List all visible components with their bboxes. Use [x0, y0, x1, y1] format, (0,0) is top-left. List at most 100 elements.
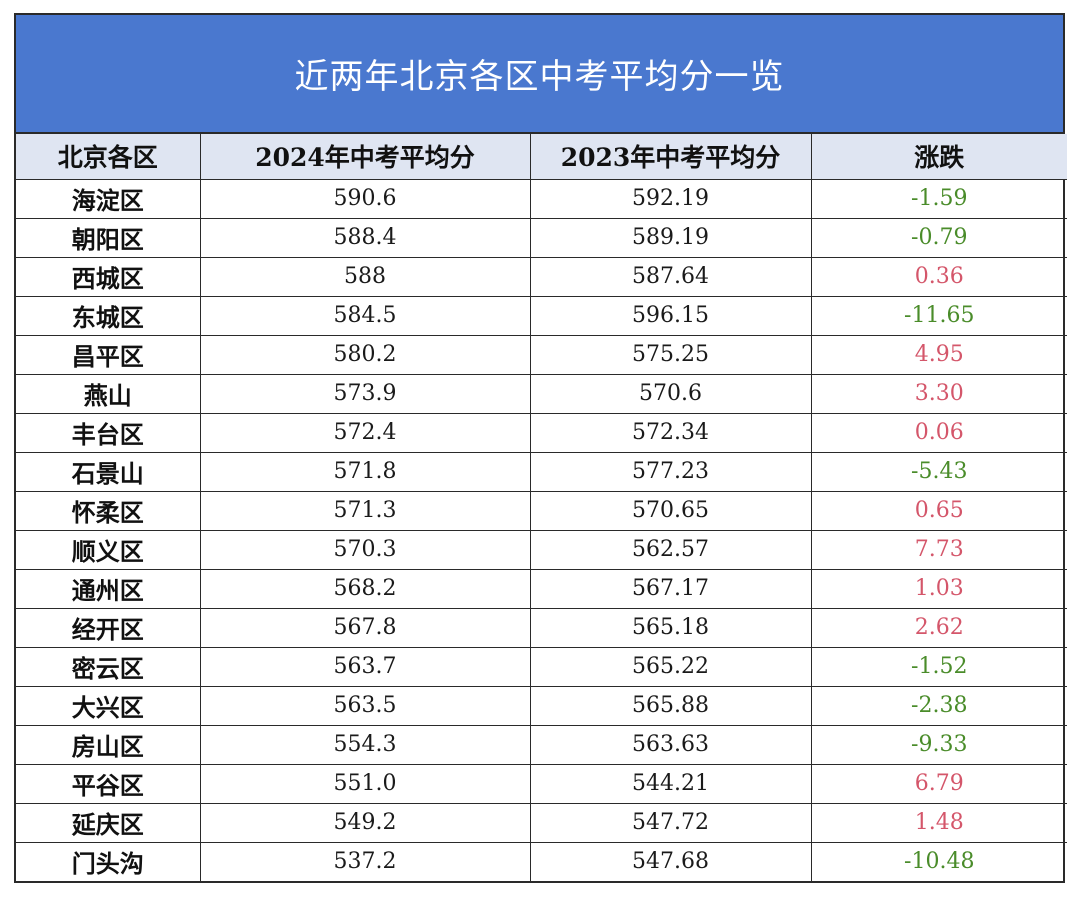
header-row: 北京各区 2024年中考平均分 2023年中考平均分 涨跌	[16, 134, 1067, 180]
title-banner: 近两年北京各区中考平均分一览	[16, 15, 1063, 134]
header-district: 北京各区	[16, 134, 201, 180]
district-cell: 西城区	[16, 256, 201, 297]
district-cell: 顺义区	[16, 529, 201, 570]
score-2023-cell: 567.17	[529, 568, 812, 609]
change-cell: 0.36	[810, 256, 1067, 297]
change-cell: -2.38	[810, 685, 1067, 726]
table-title: 近两年北京各区中考平均分一览	[294, 57, 785, 97]
district-cell: 平谷区	[16, 763, 201, 804]
change-cell: 0.06	[810, 412, 1067, 453]
district-cell: 经开区	[16, 607, 201, 648]
change-cell: 3.30	[810, 373, 1067, 414]
score-2024-cell: 554.3	[199, 724, 531, 765]
district-cell: 石景山	[16, 451, 201, 492]
header-score-2023: 2023年中考平均分	[529, 134, 812, 180]
district-cell: 房山区	[16, 724, 201, 765]
table-row: 房山区 554.3 563.63 -9.33	[16, 724, 1067, 765]
change-cell: 4.95	[810, 334, 1067, 375]
header-score-2024: 2024年中考平均分	[199, 134, 531, 180]
score-2023-cell: 596.15	[529, 295, 812, 336]
score-table: 北京各区 2024年中考平均分 2023年中考平均分 涨跌 海淀区 590.6 59…	[16, 134, 1067, 881]
table-row: 大兴区 563.5 565.88 -2.38	[16, 685, 1067, 726]
table-row: 海淀区 590.6 592.19 -1.59	[16, 178, 1067, 219]
change-cell: 1.48	[810, 802, 1067, 843]
district-cell: 密云区	[16, 646, 201, 687]
change-cell: -10.48	[810, 841, 1067, 881]
score-2024-cell: 563.5	[199, 685, 531, 726]
score-2024-cell: 590.6	[199, 178, 531, 219]
district-cell: 怀柔区	[16, 490, 201, 531]
district-cell: 大兴区	[16, 685, 201, 726]
score-2023-cell: 572.34	[529, 412, 812, 453]
score-2024-cell: 568.2	[199, 568, 531, 609]
score-2023-cell: 565.18	[529, 607, 812, 648]
district-cell: 门头沟	[16, 841, 201, 881]
score-2024-cell: 580.2	[199, 334, 531, 375]
score-2024-cell: 588	[199, 256, 531, 297]
district-cell: 朝阳区	[16, 217, 201, 258]
table-row: 石景山 571.8 577.23 -5.43	[16, 451, 1067, 492]
score-2023-cell: 587.64	[529, 256, 812, 297]
table-row: 延庆区 549.2 547.72 1.48	[16, 802, 1067, 843]
score-2024-cell: 572.4	[199, 412, 531, 453]
district-cell: 燕山	[16, 373, 201, 414]
district-cell: 海淀区	[16, 178, 201, 219]
score-2024-cell: 584.5	[199, 295, 531, 336]
district-cell: 延庆区	[16, 802, 201, 843]
table-body: 海淀区 590.6 592.19 -1.59 朝阳区 588.4 589.19 -0.79 西城…	[16, 178, 1067, 881]
change-cell: 1.03	[810, 568, 1067, 609]
table-row: 通州区 568.2 567.17 1.03	[16, 568, 1067, 609]
table-row: 燕山 573.9 570.6 3.30	[16, 373, 1067, 414]
change-cell: 7.73	[810, 529, 1067, 570]
change-cell: -0.79	[810, 217, 1067, 258]
score-2024-cell: 570.3	[199, 529, 531, 570]
score-2023-cell: 563.63	[529, 724, 812, 765]
score-2023-cell: 570.6	[529, 373, 812, 414]
table-row: 门头沟 537.2 547.68 -10.48	[16, 841, 1067, 881]
score-table-container: 近两年北京各区中考平均分一览 北京各区 2024年中考平均分 2023年中考平均…	[14, 13, 1067, 883]
score-2023-cell: 544.21	[529, 763, 812, 804]
score-2024-cell: 563.7	[199, 646, 531, 687]
score-2023-cell: 547.68	[529, 841, 812, 881]
change-cell: -1.59	[810, 178, 1067, 219]
table-row: 丰台区 572.4 572.34 0.06	[16, 412, 1067, 453]
table-row: 朝阳区 588.4 589.19 -0.79	[16, 217, 1067, 258]
score-2023-cell: 565.88	[529, 685, 812, 726]
table-row: 顺义区 570.3 562.57 7.73	[16, 529, 1067, 570]
score-2024-cell: 571.3	[199, 490, 531, 531]
table-row: 密云区 563.7 565.22 -1.52	[16, 646, 1067, 687]
table-row: 平谷区 551.0 544.21 6.79	[16, 763, 1067, 804]
change-cell: 0.65	[810, 490, 1067, 531]
table-row: 西城区 588 587.64 0.36	[16, 256, 1067, 297]
score-2023-cell: 575.25	[529, 334, 812, 375]
table-row: 经开区 567.8 565.18 2.62	[16, 607, 1067, 648]
score-2023-cell: 570.65	[529, 490, 812, 531]
table-row: 东城区 584.5 596.15 -11.65	[16, 295, 1067, 336]
district-cell: 东城区	[16, 295, 201, 336]
table-row: 怀柔区 571.3 570.65 0.65	[16, 490, 1067, 531]
score-2024-cell: 573.9	[199, 373, 531, 414]
score-2023-cell: 565.22	[529, 646, 812, 687]
change-cell: -1.52	[810, 646, 1067, 687]
score-2023-cell: 589.19	[529, 217, 812, 258]
table-row: 昌平区 580.2 575.25 4.95	[16, 334, 1067, 375]
change-cell: 6.79	[810, 763, 1067, 804]
header-change: 涨跌	[810, 134, 1067, 180]
score-2023-cell: 547.72	[529, 802, 812, 843]
score-2023-cell: 577.23	[529, 451, 812, 492]
district-cell: 通州区	[16, 568, 201, 609]
score-2024-cell: 549.2	[199, 802, 531, 843]
score-2024-cell: 588.4	[199, 217, 531, 258]
score-2023-cell: 562.57	[529, 529, 812, 570]
change-cell: 2.62	[810, 607, 1067, 648]
change-cell: -11.65	[810, 295, 1067, 336]
score-2024-cell: 571.8	[199, 451, 531, 492]
score-2024-cell: 567.8	[199, 607, 531, 648]
score-2024-cell: 551.0	[199, 763, 531, 804]
district-cell: 丰台区	[16, 412, 201, 453]
change-cell: -5.43	[810, 451, 1067, 492]
district-cell: 昌平区	[16, 334, 201, 375]
change-cell: -9.33	[810, 724, 1067, 765]
score-2024-cell: 537.2	[199, 841, 531, 881]
score-2023-cell: 592.19	[529, 178, 812, 219]
